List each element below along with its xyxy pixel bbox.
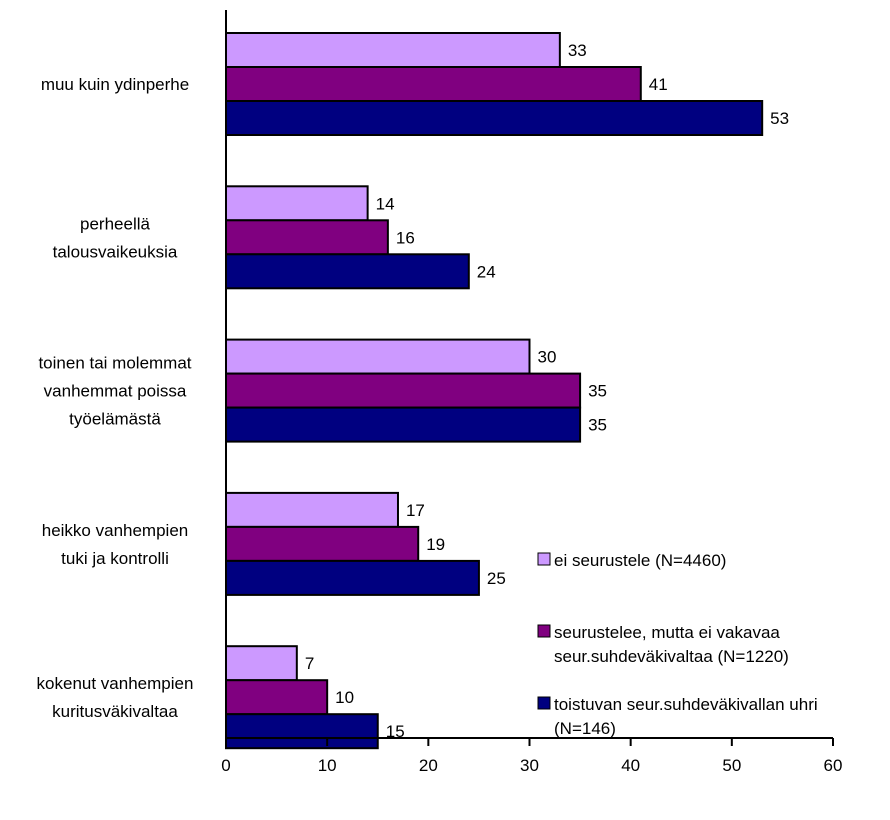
bar xyxy=(225,679,329,716)
category-label: heikko vanhempien xyxy=(42,521,188,540)
data-label: 41 xyxy=(649,75,668,94)
data-label: 14 xyxy=(376,194,395,213)
legend-label: (N=146) xyxy=(554,719,616,738)
bar xyxy=(225,32,561,68)
legend-swatch xyxy=(537,696,551,710)
x-tick-label: 20 xyxy=(419,756,438,775)
data-label: 24 xyxy=(477,262,496,281)
bar xyxy=(225,525,420,562)
bar xyxy=(225,219,389,256)
data-label: 53 xyxy=(770,109,789,128)
x-tick-label: 40 xyxy=(621,756,640,775)
legend-label: toistuvan seur.suhdeväkivallan uhri xyxy=(554,695,818,714)
category-label: tuki ja kontrolli xyxy=(61,549,169,568)
legend-label: seurustelee, mutta ei vakavaa xyxy=(554,623,780,642)
x-tick-label: 30 xyxy=(520,756,539,775)
category-label: vanhemmat poissa xyxy=(44,382,187,401)
legend-swatch xyxy=(537,624,551,638)
legend-label: seur.suhdeväkivaltaa (N=1220) xyxy=(554,647,789,666)
data-label: 17 xyxy=(406,501,425,520)
category-labels-group: muu kuin ydinperhe perheellä talousvaikeuk… xyxy=(37,75,194,721)
data-label: 35 xyxy=(588,416,607,435)
x-tick-label: 10 xyxy=(318,756,337,775)
category-label: kokenut vanhempien xyxy=(37,674,194,693)
legend-swatch xyxy=(537,552,551,566)
bars-group xyxy=(225,32,764,750)
bar xyxy=(225,185,369,222)
data-label: 15 xyxy=(386,722,405,741)
bar xyxy=(225,66,642,102)
bar xyxy=(225,372,582,409)
data-label: 30 xyxy=(538,348,557,367)
data-label: 25 xyxy=(487,569,506,588)
bar xyxy=(225,253,470,290)
bar xyxy=(225,338,531,375)
bar xyxy=(225,559,480,596)
bar xyxy=(225,645,298,682)
axes-group: 0 10 20 30 40 50 60 xyxy=(221,10,842,775)
category-label: työelämästä xyxy=(69,410,161,429)
category-label: kuritusväkivaltaa xyxy=(52,702,178,721)
category-label: toinen tai molemmat xyxy=(38,354,191,373)
data-label: 16 xyxy=(396,228,415,247)
category-label: muu kuin ydinperhe xyxy=(41,75,189,94)
data-label: 35 xyxy=(588,382,607,401)
x-tick-label: 60 xyxy=(824,756,843,775)
category-label: talousvaikeuksia xyxy=(53,242,178,261)
legend-label: ei seurustele (N=4460) xyxy=(554,551,726,570)
x-tick-label: 50 xyxy=(722,756,741,775)
category-label: perheellä xyxy=(80,214,150,233)
bar xyxy=(225,713,379,750)
x-tick-label: 0 xyxy=(221,756,230,775)
bar xyxy=(225,100,764,136)
legend: ei seurustele (N=4460) seurustelee, mutta… xyxy=(537,551,818,738)
data-label: 10 xyxy=(335,688,354,707)
bar xyxy=(225,406,582,443)
data-label: 19 xyxy=(426,535,445,554)
bar xyxy=(225,491,399,528)
data-label: 7 xyxy=(305,654,314,673)
data-label: 33 xyxy=(568,41,587,60)
